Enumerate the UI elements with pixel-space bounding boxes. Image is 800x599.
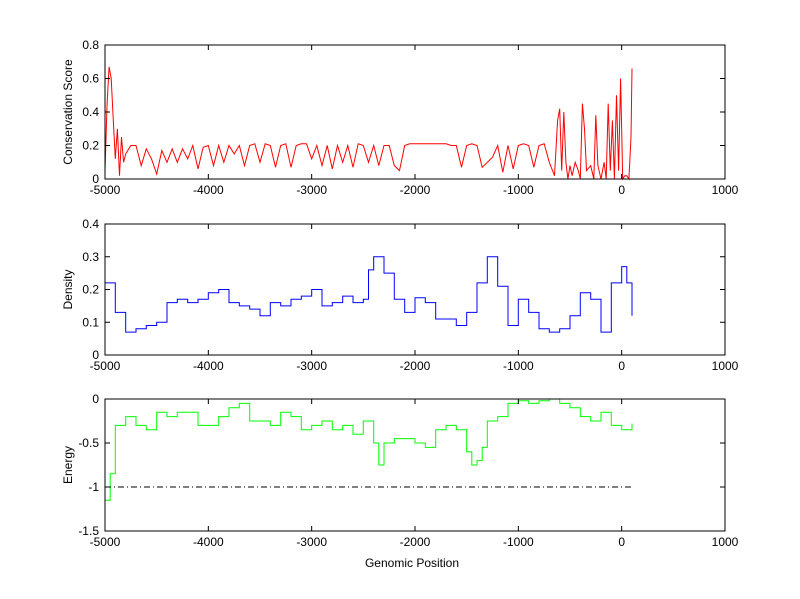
x-tick-label: -2000: [400, 183, 431, 197]
x-tick-label: 0: [618, 183, 625, 197]
x-tick-label: -3000: [296, 183, 327, 197]
x-tick-label: -3000: [296, 535, 327, 549]
y-tick-label: -1: [88, 480, 99, 494]
x-tick-label: -5000: [90, 183, 121, 197]
y-tick-label: 0.2: [82, 283, 99, 297]
series-line-density: [105, 256, 633, 333]
x-tick-label: 1000: [712, 535, 739, 549]
y-tick-label: 0.6: [82, 72, 99, 86]
series-line-energy: [105, 398, 633, 501]
x-tick-label: -1000: [503, 183, 534, 197]
y-axis-label: Conservation Score: [61, 59, 75, 165]
x-tick-label: -2000: [400, 535, 431, 549]
y-tick-label: -1.5: [78, 524, 99, 538]
x-tick-label: 1000: [712, 359, 739, 373]
y-tick-label: 0.4: [82, 217, 99, 231]
y-axis-label: Density: [61, 269, 75, 309]
axes-box: [104, 44, 726, 180]
x-tick-label: -1000: [503, 359, 534, 373]
x-axis-label: Genomic Position: [365, 556, 459, 570]
y-tick-label: 0.8: [82, 38, 99, 52]
x-tick-label: -5000: [90, 535, 121, 549]
y-tick-label: 0.3: [82, 250, 99, 264]
subplot-2: -5000 -4000 -3000 -2000 -1000 0 1000 0 0.1 0.2 0.3…: [61, 217, 739, 373]
y-tick-label: 0: [92, 172, 99, 186]
series-line-conservation: [104, 66, 633, 181]
x-tick-label: 1000: [712, 183, 739, 197]
y-tick-label: 0.2: [82, 139, 99, 153]
y-axis-label: Energy: [61, 446, 75, 484]
x-tick-label: -4000: [193, 359, 224, 373]
y-tick-label: 0.4: [82, 105, 99, 119]
x-tick-label: 0: [618, 535, 625, 549]
x-tick-label: -3000: [296, 359, 327, 373]
x-tick-label: -4000: [193, 183, 224, 197]
y-tick-label: 0: [92, 348, 99, 362]
y-tick-label: -0.5: [78, 436, 99, 450]
x-tick-label: -4000: [193, 535, 224, 549]
y-tick-label: 0: [92, 392, 99, 406]
x-tick-label: 0: [618, 359, 625, 373]
subplot-1: -5000 -4000 -3000 -2000 -1000 0 1000 0 0.2 0.4 0.6…: [61, 38, 739, 197]
subplot-3: -5000 -4000 -3000 -2000 -1000 0 1000 -1.5 -1 -0.5…: [61, 392, 739, 570]
x-tick-label: -1000: [503, 535, 534, 549]
y-tick-label: 0.1: [82, 315, 99, 329]
x-tick-label: -2000: [400, 359, 431, 373]
x-tick-label: -5000: [90, 359, 121, 373]
